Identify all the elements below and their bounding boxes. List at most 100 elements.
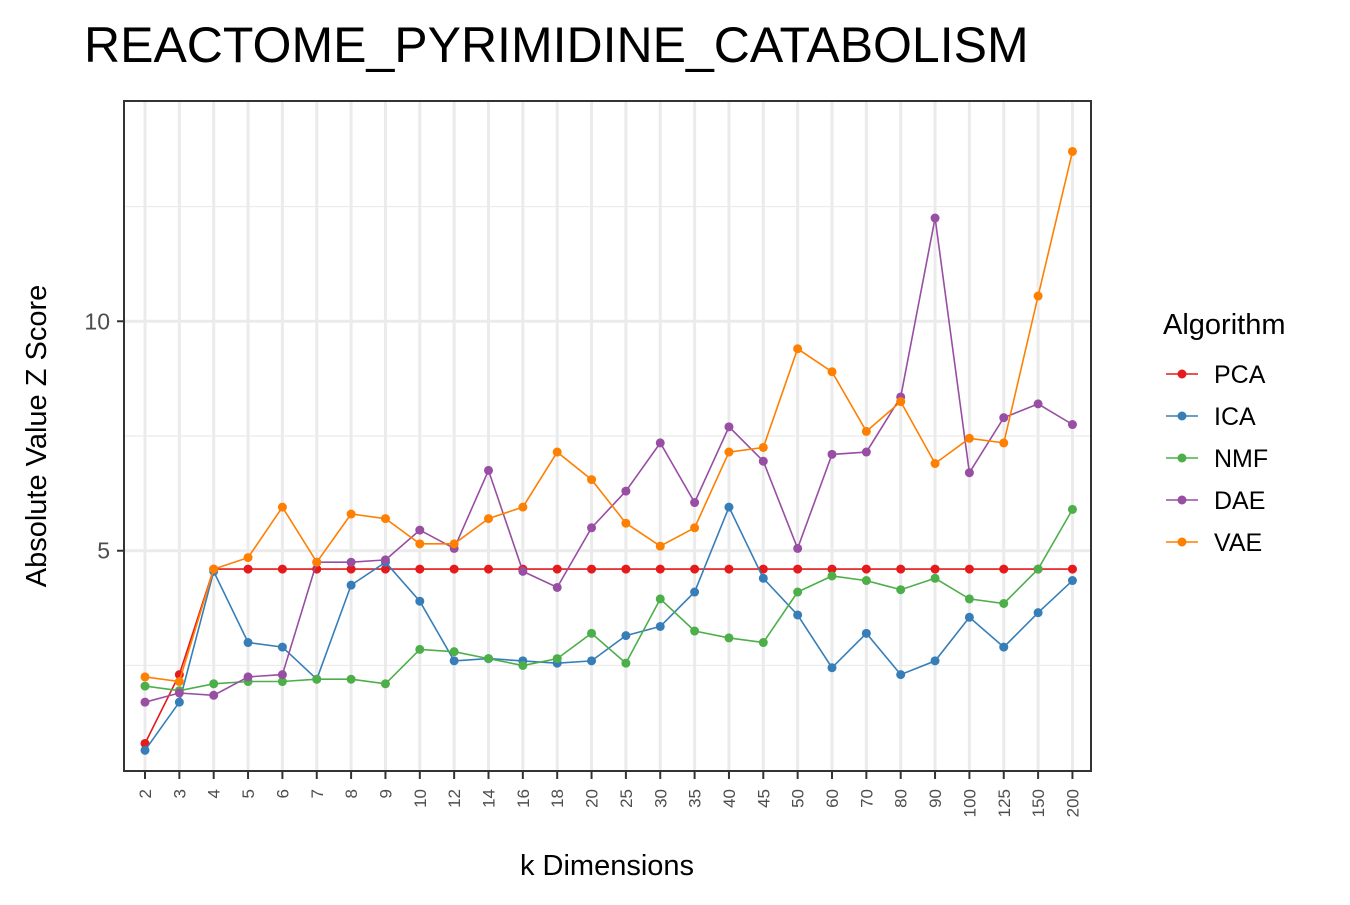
x-tick-label: 4: [205, 789, 224, 798]
data-point-nmf: [1033, 564, 1043, 574]
data-point-pca: [930, 564, 940, 574]
x-tick-label: 9: [376, 789, 395, 798]
x-tick-label: 18: [548, 789, 567, 808]
data-point-ica: [415, 596, 425, 606]
data-point-nmf: [346, 674, 356, 684]
data-point-dae: [140, 697, 150, 707]
x-tick-label: 60: [823, 789, 842, 808]
data-point-dae: [552, 582, 562, 592]
data-point-ica: [964, 612, 974, 622]
data-point-pca: [415, 564, 425, 574]
data-point-ica: [587, 656, 597, 666]
data-point-dae: [1067, 420, 1077, 430]
x-tick-label: 45: [754, 789, 773, 808]
data-point-pca: [724, 564, 734, 574]
data-point-dae: [655, 438, 665, 448]
data-point-dae: [964, 468, 974, 478]
data-point-nmf: [827, 571, 837, 581]
series-line-vae: [144, 151, 1074, 683]
x-axis-title: k Dimensions: [520, 850, 694, 882]
x-tick-label: 2: [136, 789, 155, 798]
data-point-ica: [243, 638, 253, 648]
legend-key-dot: [1177, 411, 1187, 421]
grid-layer: [124, 101, 1091, 771]
data-point-pca: [861, 564, 871, 574]
data-point-dae: [174, 688, 184, 698]
data-point-vae: [346, 509, 356, 519]
data-point-dae: [621, 486, 631, 496]
data-point-nmf: [999, 599, 1009, 608]
x-tick-label: 90: [926, 789, 945, 808]
legend-items: PCA ICA NMF DAE VAE: [1166, 361, 1268, 557]
legend-label: ICA: [1214, 403, 1256, 431]
data-point-nmf: [655, 594, 665, 604]
data-point-ica: [346, 580, 356, 590]
data-point-pca: [449, 564, 459, 574]
plot-border: [123, 100, 1092, 772]
series-line-nmf: [144, 509, 1074, 692]
x-tick-label: 16: [514, 789, 533, 808]
x-tick-label: 10: [411, 789, 430, 808]
data-point-pca: [964, 564, 974, 574]
data-point-pca: [484, 564, 493, 574]
series-line-ica: [144, 505, 1074, 751]
x-tick-label: 100: [960, 789, 979, 817]
data-point-dae: [690, 498, 700, 508]
y-tick-label: 5: [97, 538, 110, 564]
data-point-nmf: [140, 681, 150, 691]
data-point-dae: [930, 213, 940, 223]
data-point-nmf: [209, 679, 219, 689]
data-point-ica: [621, 631, 631, 641]
x-tick-label: 20: [583, 789, 602, 808]
data-point-vae: [827, 367, 837, 377]
data-point-pca: [140, 738, 150, 748]
x-tick-label: 50: [789, 789, 808, 808]
data-point-pca: [999, 564, 1009, 574]
data-point-vae: [621, 518, 631, 528]
x-tick-label: 150: [1029, 789, 1048, 817]
legend-key-dot: [1177, 537, 1187, 547]
data-point-pca: [758, 564, 768, 574]
data-point-ica: [277, 642, 287, 652]
data-point-pca: [243, 564, 253, 574]
data-point-nmf: [518, 660, 528, 670]
data-point-ica: [896, 670, 906, 680]
data-point-ica: [793, 610, 803, 620]
x-tick-label: 6: [273, 789, 292, 798]
legend-label: NMF: [1214, 445, 1268, 473]
x-tick-label: 8: [342, 789, 361, 798]
data-point-ica: [449, 656, 459, 666]
y-tick-label: 10: [84, 308, 110, 334]
data-point-ica: [140, 745, 150, 755]
data-point-ica: [655, 621, 665, 631]
data-point-vae: [209, 564, 219, 574]
x-tick-label: 14: [480, 789, 499, 808]
data-point-pca: [621, 564, 631, 574]
data-point-pca: [552, 564, 562, 574]
data-point-nmf: [724, 633, 734, 643]
data-point-pca: [380, 564, 390, 574]
x-tick-label: 5: [239, 789, 258, 798]
data-point-nmf: [690, 626, 700, 636]
x-tick-label: 30: [651, 789, 670, 808]
data-point-ica: [861, 628, 871, 638]
data-point-pca: [277, 564, 287, 574]
data-point-vae: [174, 677, 184, 687]
data-point-vae: [243, 553, 253, 563]
data-point-vae: [724, 447, 734, 457]
data-point-vae: [518, 502, 528, 512]
x-tick-label: 35: [686, 789, 705, 808]
data-point-nmf: [1067, 504, 1077, 514]
legend-key-dot: [1177, 453, 1187, 463]
data-point-ica: [827, 663, 837, 673]
series-line-pca: [144, 568, 1073, 744]
x-tick-label: 7: [308, 789, 327, 798]
x-tick-label: 12: [445, 789, 464, 808]
data-point-nmf: [793, 587, 803, 597]
data-point-vae: [655, 541, 665, 551]
data-point-vae: [587, 475, 597, 485]
data-point-ica: [724, 502, 734, 512]
data-point-dae: [277, 670, 287, 680]
